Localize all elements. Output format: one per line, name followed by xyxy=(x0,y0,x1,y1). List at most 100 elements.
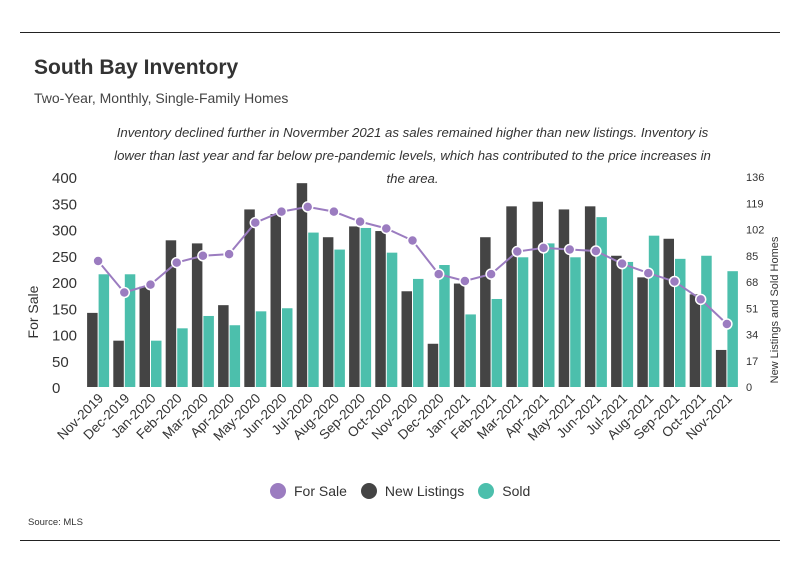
for-sale-point xyxy=(354,215,366,228)
sold-bar xyxy=(360,227,372,387)
for-sale-point xyxy=(170,256,183,269)
y-right-tick-label: 102 xyxy=(746,225,764,237)
y-right-tick-label: 85 xyxy=(746,251,758,263)
chart-subtitle: Two-Year, Monthly, Single-Family Homes xyxy=(34,90,289,106)
legend-item-for-sale: For Sale xyxy=(270,483,347,499)
y-right-tick-label: 51 xyxy=(746,303,758,315)
new-listings-bar xyxy=(375,231,386,387)
legend-swatch-for-sale xyxy=(270,483,286,499)
new-listings-bar xyxy=(139,286,150,387)
new-listings-bar xyxy=(427,343,439,387)
sold-bar xyxy=(491,298,503,387)
for-sale-point xyxy=(537,242,550,254)
for-sale-point xyxy=(668,275,681,288)
new-listings-bar xyxy=(165,240,177,387)
new-listings-bar xyxy=(584,206,596,387)
sold-bar xyxy=(675,258,686,387)
sold-bar xyxy=(465,314,476,387)
for-sale-point xyxy=(118,286,131,299)
sold-bar xyxy=(701,255,712,387)
sold-bar xyxy=(229,325,241,387)
for-sale-point xyxy=(406,234,419,247)
sold-bar xyxy=(334,249,345,387)
sold-bar xyxy=(570,257,581,387)
for-sale-point xyxy=(511,245,524,258)
new-listings-bar xyxy=(453,283,465,387)
new-listings-bar xyxy=(401,291,412,387)
sold-bar xyxy=(177,328,188,387)
new-listings-bar xyxy=(87,312,98,387)
sold-bar xyxy=(151,340,162,387)
chart-annotation: Inventory declined further in Novermber … xyxy=(114,125,711,186)
new-listings-bar xyxy=(689,294,701,387)
for-sale-point xyxy=(249,216,262,229)
legend-swatch-new-listings xyxy=(360,483,377,499)
sold-bar xyxy=(413,278,424,387)
sold-bar xyxy=(203,315,214,387)
y-left-tick-label: 350 xyxy=(52,196,77,213)
sold-bar xyxy=(648,235,660,387)
new-listings-bar xyxy=(532,201,543,387)
sold-bar xyxy=(596,217,607,387)
for-sale-point xyxy=(92,255,104,267)
new-listings-bar xyxy=(218,305,229,387)
for-sale-point xyxy=(432,268,445,280)
new-listings-bar xyxy=(296,183,308,387)
y-right-tick-label: 68 xyxy=(746,277,758,289)
chart-legend: For Sale New Listings Sold xyxy=(270,483,544,499)
for-sale-point xyxy=(328,205,340,218)
new-listings-bar xyxy=(558,209,570,387)
sold-bar xyxy=(622,261,634,387)
sold-bar xyxy=(282,308,293,387)
new-listings-bar xyxy=(270,214,281,387)
for-sale-point xyxy=(616,257,628,270)
y-left-tick-label: 200 xyxy=(52,275,77,292)
y-left-tick-label: 100 xyxy=(52,328,77,345)
sold-bar xyxy=(308,232,319,387)
new-listings-bar xyxy=(322,237,334,387)
sold-bar xyxy=(517,257,529,387)
y-left-tick-label: 0 xyxy=(52,380,60,397)
for-sale-point xyxy=(485,268,497,280)
new-listings-bar xyxy=(637,277,648,387)
sold-bar xyxy=(386,252,398,387)
sold-bar xyxy=(727,271,738,387)
legend-item-sold: Sold xyxy=(478,483,530,499)
y-left-tick-label: 50 xyxy=(52,354,69,371)
y-left-tick-label: 400 xyxy=(52,170,77,187)
top-rule xyxy=(20,32,780,33)
y-right-tick-label: 17 xyxy=(746,356,758,368)
y-right-tick-label: 0 xyxy=(746,382,752,394)
for-sale-point xyxy=(275,205,288,218)
for-sale-point xyxy=(197,250,209,262)
y-right-tick-label: 119 xyxy=(746,198,764,210)
for-sale-point xyxy=(144,278,157,291)
new-listings-bar xyxy=(191,243,203,387)
new-listings-bar xyxy=(663,238,674,387)
new-listings-bar xyxy=(480,237,491,387)
legend-label-for-sale: For Sale xyxy=(294,483,347,499)
for-sale-point xyxy=(459,275,471,287)
for-sale-point xyxy=(590,245,602,257)
y-right-axis-title: New Listings and Sold Homes xyxy=(769,236,781,383)
bottom-rule xyxy=(20,540,780,541)
for-sale-point xyxy=(642,267,655,279)
y-left-axis-title: For Sale xyxy=(25,285,41,338)
legend-swatch-sold xyxy=(478,483,495,499)
source-note: Source: MLS xyxy=(28,517,83,528)
legend-item-new-listings: New Listings xyxy=(360,483,465,499)
y-left-tick-label: 150 xyxy=(52,301,77,318)
sold-bar xyxy=(124,274,136,387)
chart-title: South Bay Inventory xyxy=(34,56,239,79)
for-sale-point xyxy=(301,201,314,213)
sold-bar xyxy=(544,243,555,387)
legend-label-new-listings: New Listings xyxy=(384,483,465,499)
new-listings-bar xyxy=(113,340,124,387)
sold-bar xyxy=(439,265,450,387)
new-listings-bar xyxy=(349,226,360,387)
y-right-tick-label: 34 xyxy=(746,330,758,342)
new-listings-bar xyxy=(715,349,727,387)
for-sale-point xyxy=(223,248,235,260)
y-left-tick-label: 250 xyxy=(52,249,77,266)
new-listings-bar xyxy=(506,206,517,387)
